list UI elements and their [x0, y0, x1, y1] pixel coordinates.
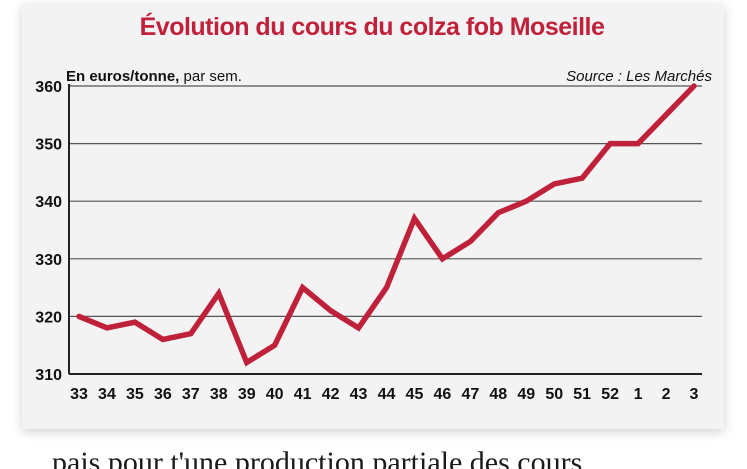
x-tick-label: 33: [70, 386, 88, 403]
x-tick-label: 2: [662, 386, 671, 403]
x-tick-label: 50: [545, 386, 563, 403]
x-tick-label: 45: [406, 386, 424, 403]
x-tick-label: 1: [634, 386, 643, 403]
x-tick-label: 3: [690, 386, 699, 403]
x-tick-label: 34: [98, 386, 116, 403]
x-tick-label: 43: [350, 386, 368, 403]
y-tick-label: 350: [35, 137, 62, 154]
x-tick-label: 35: [126, 386, 144, 403]
cropped-body-text: pais pour t'une production partiale des …: [52, 446, 583, 469]
series-line: [76, 83, 697, 367]
source-label: Source : Les Marchés: [566, 68, 712, 85]
x-tick-label: 41: [294, 386, 312, 403]
y-tick-label: 360: [35, 79, 62, 96]
chart-title: Évolution du cours du colza fob Moseille: [139, 13, 605, 41]
x-tick-label: 48: [489, 386, 507, 403]
x-tick-label: 49: [517, 386, 535, 403]
y-tick-label: 340: [35, 194, 62, 211]
x-tick-label: 36: [154, 386, 172, 403]
x-tick-label: 38: [210, 386, 228, 403]
x-tick-label: 51: [573, 386, 591, 403]
unit-label: En euros/tonne, par sem.: [66, 68, 242, 85]
x-tick-label: 46: [434, 386, 452, 403]
y-tick-label: 330: [35, 252, 62, 269]
y-tick-label: 310: [35, 367, 62, 384]
x-tick-label: 44: [378, 386, 396, 403]
unit-label-rest: par sem.: [179, 68, 242, 85]
x-tick-label: 42: [322, 386, 340, 403]
unit-label-bold: En euros/tonne,: [66, 68, 180, 85]
y-tick-label: 320: [35, 309, 62, 326]
x-tick-label: 37: [182, 386, 200, 403]
chart-card: Évolution du cours du colza fob Moseille…: [22, 4, 724, 429]
x-tick-label: 39: [238, 386, 256, 403]
x-tick-label: 40: [266, 386, 284, 403]
x-tick-label: 52: [601, 386, 619, 403]
x-tick-label: 47: [461, 386, 479, 403]
